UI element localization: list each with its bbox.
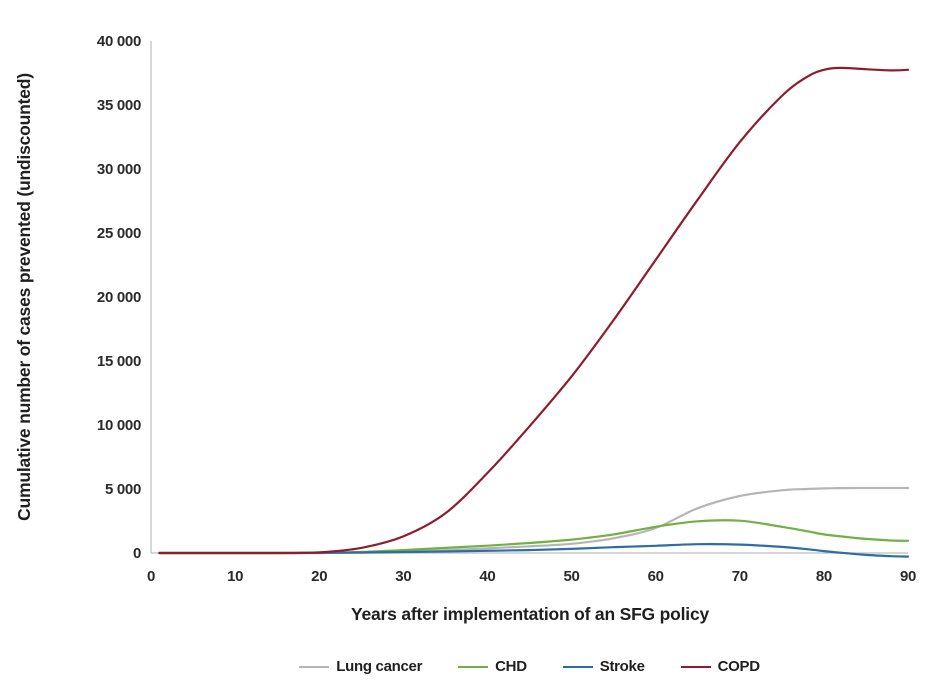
- copd-line-swatch-icon: [680, 665, 711, 668]
- y-tick-label: 25 000: [97, 225, 141, 242]
- stroke-line-swatch-icon: [562, 665, 593, 668]
- legend-label: COPD: [717, 658, 760, 675]
- x-tick-label: 20: [311, 568, 327, 585]
- lung-cancer-line-swatch-icon: [299, 665, 330, 668]
- x-tick-label: 70: [732, 568, 748, 585]
- legend: Lung cancer CHD Stroke COPD: [151, 658, 908, 675]
- legend-label: Stroke: [599, 658, 645, 675]
- y-tick-label: 30 000: [97, 161, 141, 178]
- x-axis-title: Years after implementation of an SFG pol…: [351, 604, 709, 624]
- legend-item-copd: COPD: [680, 658, 760, 675]
- x-tick-label: 10: [227, 568, 243, 585]
- y-tick-label: 35 000: [97, 97, 141, 114]
- legend-label: CHD: [495, 658, 527, 675]
- x-tick-label: 30: [395, 568, 411, 585]
- copd-line: [158, 66, 910, 555]
- y-tick-label: 0: [133, 545, 141, 562]
- y-axis-title: Cumulative number of cases prevented (un…: [14, 73, 34, 521]
- y-tick-label: 20 000: [97, 289, 141, 306]
- legend-item-chd: CHD: [458, 658, 527, 675]
- x-tick-label: 60: [648, 568, 664, 585]
- x-tick-label: 90: [900, 568, 916, 585]
- x-tick-label: 50: [564, 568, 580, 585]
- y-tick-label: 40 000: [97, 33, 141, 50]
- legend-item-stroke: Stroke: [562, 658, 645, 675]
- y-tick-label: 10 000: [97, 417, 141, 434]
- x-tick-label: 40: [479, 568, 495, 585]
- chd-line-swatch-icon: [458, 665, 489, 668]
- x-tick-label: 80: [816, 568, 832, 585]
- legend-item-lung-cancer: Lung cancer: [299, 658, 422, 675]
- x-tick-label: 0: [147, 568, 155, 585]
- y-tick-label: 5 000: [105, 481, 141, 498]
- y-tick-label: 15 000: [97, 353, 141, 370]
- legend-label: Lung cancer: [336, 658, 423, 675]
